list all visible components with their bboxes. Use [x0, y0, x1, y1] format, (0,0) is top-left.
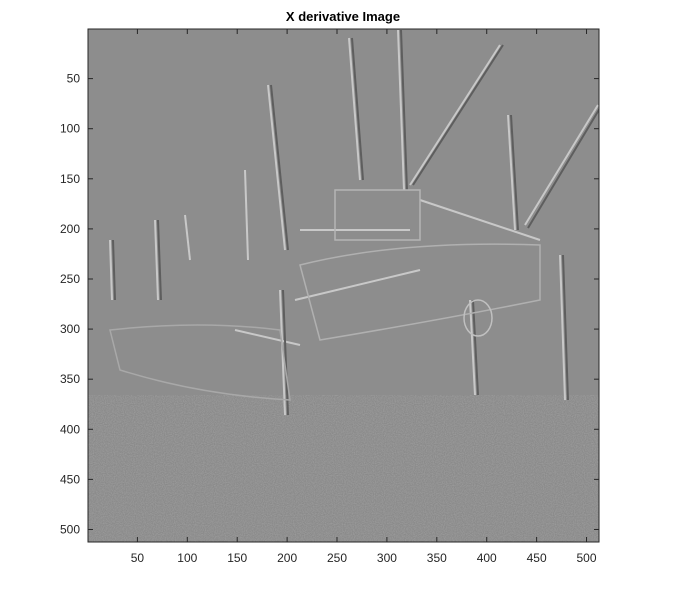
y-tick-label: 500 — [60, 522, 80, 536]
y-tick-label: 150 — [60, 172, 80, 186]
edge-highlights — [109, 29, 599, 416]
hull-edges — [109, 189, 541, 401]
x-tick-label: 50 — [131, 551, 145, 565]
chart-title: X derivative Image — [286, 9, 400, 24]
y-tick-label: 50 — [67, 72, 81, 86]
y-tick-label: 450 — [60, 472, 80, 486]
y-tick-label: 200 — [60, 222, 80, 236]
x-axis-ticks: 50 100 150 200 250 300 350 400 450 500 — [131, 29, 597, 565]
y-tick-label: 250 — [60, 272, 80, 286]
derivative-image — [88, 29, 599, 542]
x-tick-label: 250 — [327, 551, 347, 565]
x-tick-label: 200 — [277, 551, 297, 565]
x-tick-label: 150 — [227, 551, 247, 565]
x-tick-label: 500 — [577, 551, 597, 565]
axes-box — [87, 28, 600, 543]
x-tick-label: 450 — [527, 551, 547, 565]
x-tick-label: 400 — [477, 551, 497, 565]
y-tick-label: 400 — [60, 422, 80, 436]
x-tick-label: 100 — [177, 551, 197, 565]
x-tick-label: 350 — [427, 551, 447, 565]
edge-shadows — [112, 29, 599, 416]
y-tick-label: 300 — [60, 322, 80, 336]
y-tick-label: 100 — [60, 122, 80, 136]
x-tick-label: 300 — [377, 551, 397, 565]
y-axis-ticks: 50 100 150 200 250 300 350 400 450 500 — [60, 72, 599, 536]
y-tick-label: 350 — [60, 372, 80, 386]
